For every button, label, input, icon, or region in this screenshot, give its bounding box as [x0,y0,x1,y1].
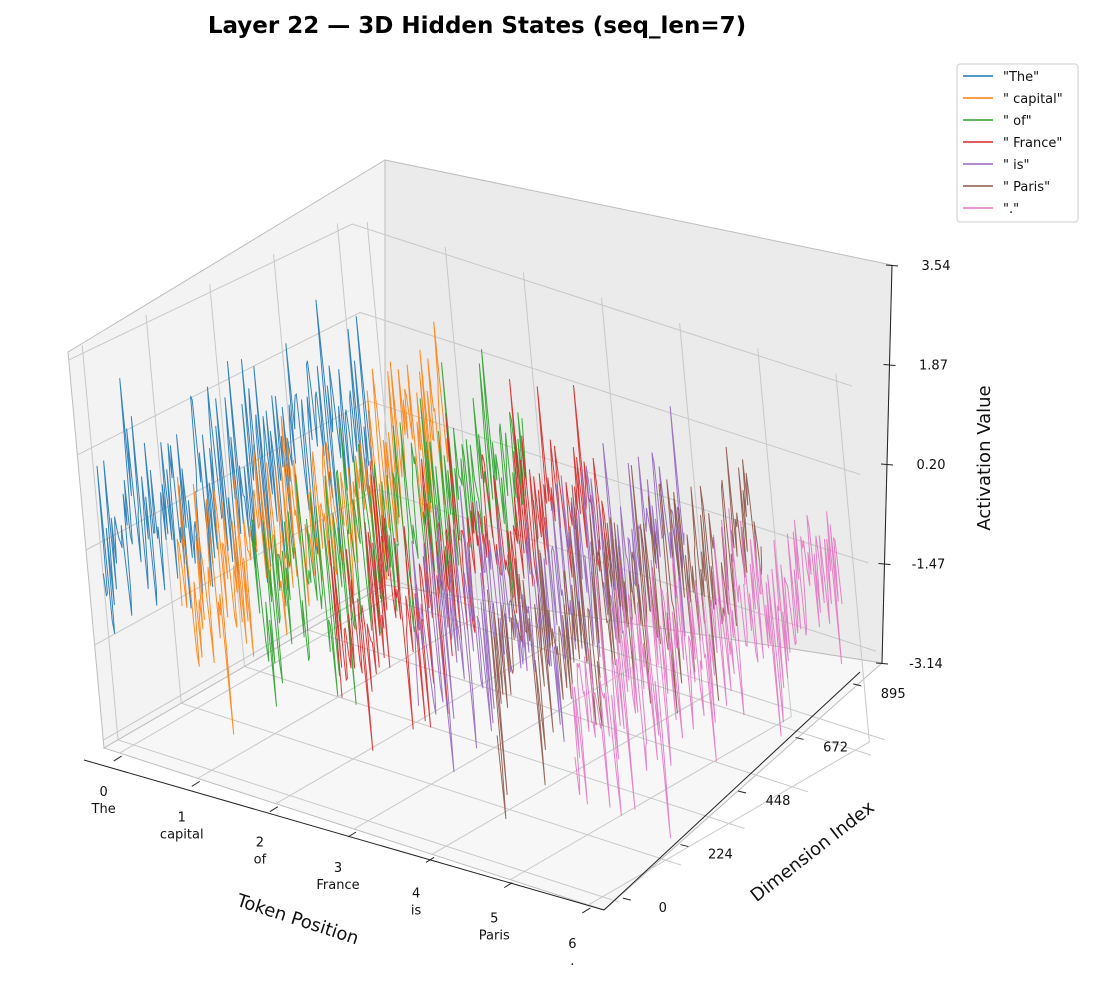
z-tick-label: 0.20 [917,458,946,473]
z-tick [883,364,896,366]
y-tick-label: 448 [766,794,791,809]
legend-label: "." [1003,202,1019,217]
legend-label: " of" [1003,114,1032,129]
x-tick-token: of [254,853,267,868]
grid-line-x [353,297,636,830]
legend: "The" " capital" " of" " France" " is" " Pari… [956,63,1079,223]
x-tick [191,780,201,787]
x-tick-label: 4 [412,886,420,901]
x-tick-token: is [411,903,422,918]
legend-label: " France" [1003,136,1062,151]
x-axis-label: Token Position [233,890,361,950]
grid-line-z [68,223,853,387]
series-line-3 [328,378,611,751]
x-tick-token: capital [160,827,204,842]
x-tick [582,907,591,914]
x-tick-label: 6 [568,937,576,952]
z-tick [885,264,899,267]
z-tick [878,563,891,565]
grid-line-y [209,284,745,829]
grid-line-x [197,247,480,779]
z-tick [875,662,889,665]
grid-line-x [509,348,792,881]
x-tick-label: 1 [178,810,186,825]
z-axis-label: Activation Value [974,385,995,530]
x-tick-token: . [570,954,574,969]
z-tick-label: 3.54 [922,259,951,274]
x-tick-token: The [91,802,116,817]
series-lines [96,299,843,839]
y-tick [853,683,862,687]
legend-label: "The" [1003,70,1039,85]
grid-line-y [145,314,682,866]
x-tick-label: 2 [256,836,264,851]
axes: 0 The 1 capital 2 of 3 France 4 is 5 Paris 6. 0 224 448… [83,259,951,969]
y-axis-line [603,671,861,911]
x-tick [425,856,435,863]
x-tick-label: 0 [99,785,107,800]
y-tick [622,897,631,901]
x-tick [269,806,279,813]
series-line-6 [571,508,843,839]
y-tick-label: 0 [659,901,667,916]
series-line-2 [250,349,527,707]
y-tick-label: 224 [708,848,733,863]
x-tick-label: 5 [490,912,498,927]
z-tick-label: -1.47 [912,558,946,573]
z-tick-label: 1.87 [919,359,948,374]
y-tick [795,736,804,740]
x-tick [113,755,122,762]
legend-label: " is" [1003,158,1029,173]
legend-label: " capital" [1003,92,1063,107]
grid-line-x [275,272,558,805]
x-tick [347,831,357,838]
y-tick-label: 672 [823,740,848,755]
legend-box [956,63,1079,223]
chart-title: Layer 22 — 3D Hidden States (seq_len=7) [208,13,746,39]
grid-line-x [119,221,402,754]
y-tick [737,790,747,794]
grid-line-y [336,223,872,756]
grid-line-z [77,311,861,475]
x-tick-label: 3 [334,861,342,876]
z-tick [880,463,894,466]
y-tick [680,844,689,848]
y-axis-label: Dimension Index [747,797,879,907]
grid-line-x [588,373,870,906]
x-axis-line [83,759,605,911]
x-tick-token: France [316,878,359,893]
legend-label: " Paris" [1003,180,1050,195]
x-tick-token: Paris [479,929,510,944]
grid-line-y [81,345,619,903]
y-tick-label: 895 [881,687,906,702]
z-tick-label: -3.14 [909,657,943,672]
x-tick [503,882,513,889]
